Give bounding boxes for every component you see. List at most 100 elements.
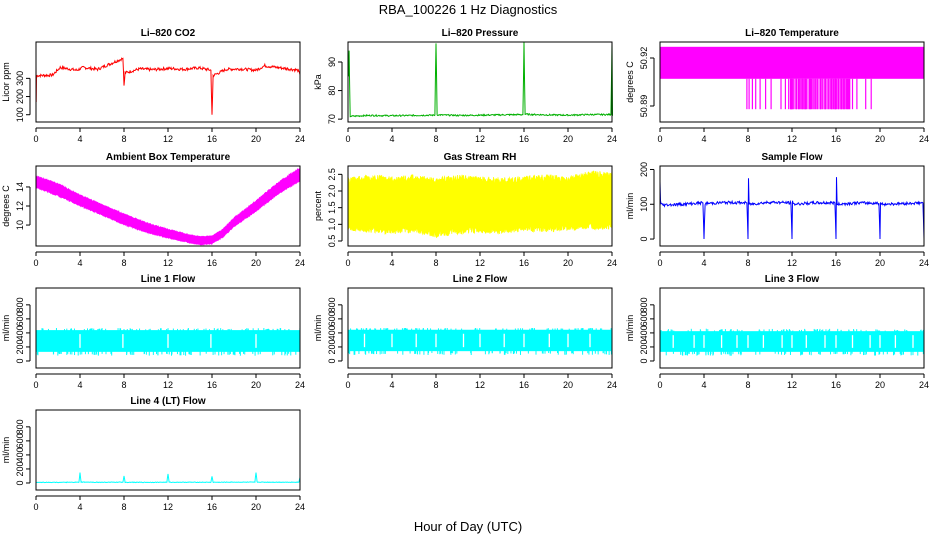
y-tick-label: 800	[15, 419, 25, 434]
x-tick-label: 20	[875, 258, 885, 268]
x-tick-label: 20	[875, 380, 885, 390]
plot-frame	[347, 287, 613, 369]
x-tick-label: 8	[745, 134, 750, 144]
x-tick-label: 24	[919, 258, 929, 268]
y-tick-label: 0	[15, 358, 25, 363]
y-tick-label: 200	[15, 461, 25, 476]
x-tick-label: 20	[563, 380, 573, 390]
y-axis-label: percent	[313, 190, 323, 221]
x-tick-label: 24	[919, 380, 929, 390]
y-tick-label: 400	[15, 447, 25, 462]
y-tick-label: 2.5	[327, 168, 337, 181]
series-line-co2	[35, 57, 301, 115]
plot-frame	[659, 287, 925, 369]
plot-frame	[347, 165, 613, 247]
x-tick-label: 16	[207, 502, 217, 512]
x-tick-label: 16	[519, 380, 529, 390]
panel-title: Li–820 Temperature	[745, 28, 839, 39]
y-axis-label: ml/min	[1, 315, 11, 342]
x-tick-label: 8	[433, 380, 438, 390]
y-tick-label: 600	[15, 433, 25, 448]
x-tick-label: 12	[787, 380, 797, 390]
y-axis-label: Licor ppm	[1, 62, 11, 102]
x-tick-label: 4	[77, 134, 82, 144]
x-tick-label: 0	[657, 380, 662, 390]
y-axis-label: ml/min	[313, 315, 323, 342]
y-axis-label: ml/min	[1, 437, 11, 464]
plot-area-co2	[35, 57, 301, 115]
plot-frame	[35, 409, 301, 491]
x-tick-label: 8	[433, 258, 438, 268]
plot-area-line2	[348, 328, 612, 356]
panel-co2: 0 4 8 12 16 20 24 100 200 300 Li–820 CO2 Licor ppm	[1, 28, 305, 144]
x-tick-label: 12	[475, 380, 485, 390]
x-tick-label: 24	[295, 258, 305, 268]
x-tick-label: 12	[163, 502, 173, 512]
y-axis-label: degrees C	[625, 61, 635, 103]
x-tick-label: 0	[33, 502, 38, 512]
y-tick-label: 600	[327, 311, 337, 326]
plot-area-pressure	[347, 41, 613, 118]
x-tick-label: 24	[295, 502, 305, 512]
y-tick-label: 600	[15, 311, 25, 326]
figure-xlabel: Hour of Day (UTC)	[414, 519, 522, 534]
y-tick-label: 400	[327, 325, 337, 340]
y-tick-label: 300	[15, 71, 25, 86]
x-tick-label: 16	[519, 134, 529, 144]
x-tick-label: 8	[745, 258, 750, 268]
y-axis-label: ml/min	[625, 193, 635, 220]
figure-title: RBA_100226 1 Hz Diagnostics	[379, 2, 558, 17]
x-tick-label: 12	[787, 258, 797, 268]
x-tick-label: 20	[251, 134, 261, 144]
plot-area-line3	[660, 328, 924, 356]
plot-frame	[35, 165, 301, 247]
y-tick-label: 100	[639, 197, 649, 212]
x-tick-label: 20	[875, 134, 885, 144]
y-tick-label: 80	[327, 86, 337, 96]
x-tick-label: 20	[563, 134, 573, 144]
x-tick-label: 0	[345, 134, 350, 144]
y-tick-label: 1.5	[327, 201, 337, 214]
plot-area-li820temp	[659, 46, 925, 110]
y-tick-label: 50.92	[639, 47, 649, 70]
panel-pressure: 0 4 8 12 16 20 24 70 80 90 Li–820 Pressure kPa	[313, 28, 617, 144]
y-tick-label: 200	[15, 339, 25, 354]
series-area-ambtemp	[35, 166, 301, 246]
y-tick-label: 1.0	[327, 218, 337, 231]
panel-title: Ambient Box Temperature	[106, 152, 231, 163]
x-tick-label: 4	[701, 258, 706, 268]
x-tick-label: 0	[345, 258, 350, 268]
y-tick-label: 100	[15, 107, 25, 122]
panel-title: Line 3 Flow	[765, 274, 820, 285]
x-tick-label: 16	[831, 380, 841, 390]
panel-title: Line 1 Flow	[141, 274, 196, 285]
y-tick-label: 200	[639, 162, 649, 177]
panel-title: Li–820 CO2	[141, 28, 196, 39]
panel-sampleflow: 0 4 8 12 16 20 24 0 100 200 Sample Flow ml/min	[625, 152, 929, 268]
x-tick-label: 0	[33, 134, 38, 144]
x-tick-label: 20	[251, 258, 261, 268]
x-tick-label: 24	[919, 134, 929, 144]
x-tick-label: 20	[251, 502, 261, 512]
y-tick-label: 200	[15, 89, 25, 104]
plot-frame	[659, 165, 925, 247]
y-tick-label: 400	[15, 325, 25, 340]
plot-area-sampleflow	[659, 177, 925, 240]
series-area-rh	[347, 170, 613, 239]
plot-area-line4	[35, 472, 301, 484]
y-tick-label: 200	[639, 339, 649, 354]
panel-title: Line 2 Flow	[453, 274, 508, 285]
axes-sampleflow: 0 4 8 12 16 20 24 0 100 200	[639, 162, 929, 268]
panel-title: Line 4 (LT) Flow	[130, 396, 206, 407]
x-tick-label: 8	[121, 380, 126, 390]
x-tick-label: 16	[207, 134, 217, 144]
y-tick-label: 0.5	[327, 235, 337, 248]
x-tick-label: 20	[251, 380, 261, 390]
x-tick-label: 20	[563, 258, 573, 268]
y-tick-label: 90	[327, 57, 337, 67]
